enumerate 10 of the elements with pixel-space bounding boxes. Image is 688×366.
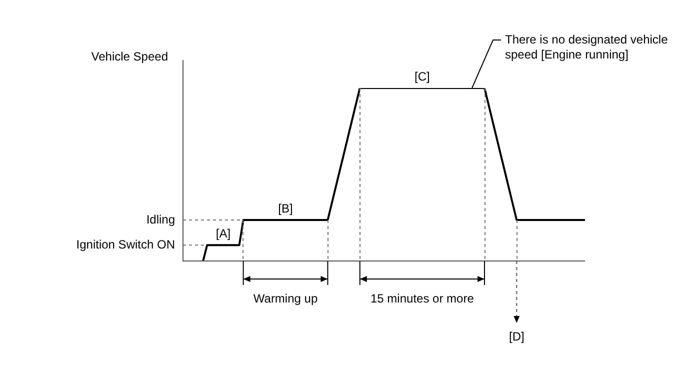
annotation: [B] — [278, 201, 293, 216]
text: There is no designated vehicle speed [Engine running] — [505, 32, 668, 62]
annotation: [A] — [216, 226, 231, 240]
text: 15 minutes or more — [370, 291, 474, 306]
text: [D] — [508, 329, 524, 344]
ref-line-label: Idling — [146, 212, 175, 226]
text: [C] — [414, 69, 430, 84]
ref-line-label: Ignition Switch ON — [76, 237, 175, 252]
y-axis-title: Vehicle Speed — [91, 49, 168, 64]
text: Warming up — [253, 291, 318, 306]
